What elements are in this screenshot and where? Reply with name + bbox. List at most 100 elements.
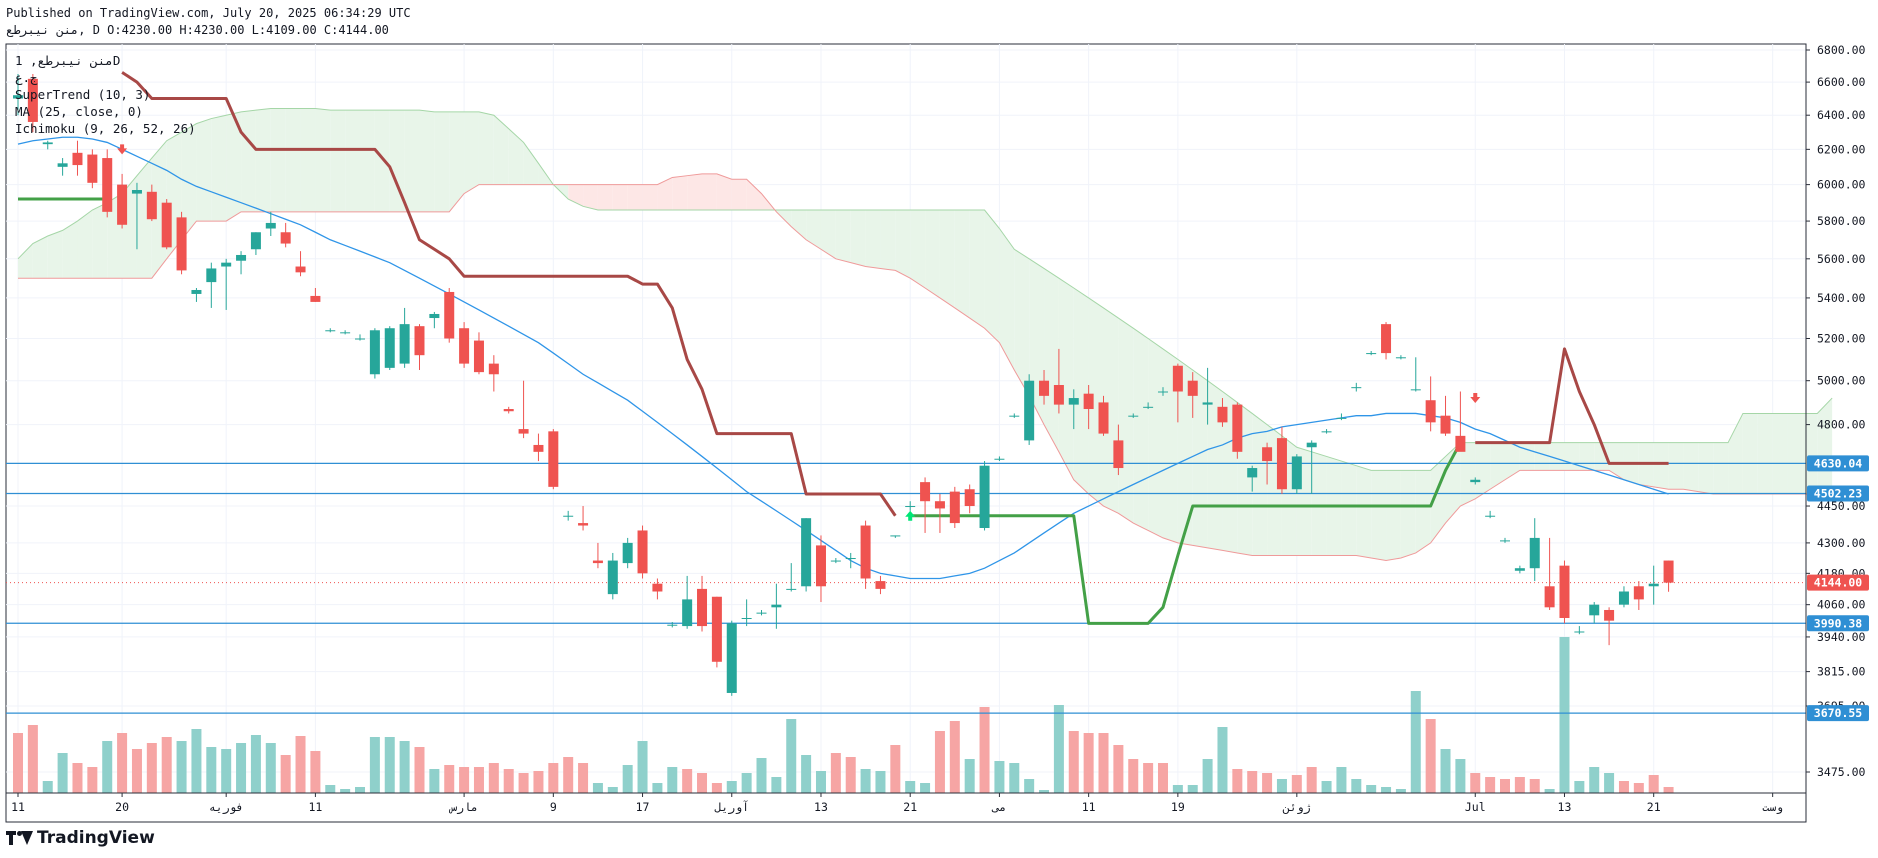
cloud-segment [1162, 348, 1178, 543]
cloud-segment [434, 111, 450, 212]
volume-bar [42, 781, 53, 793]
cloud-segment [419, 110, 435, 212]
time-tick-label: 13 [1558, 800, 1572, 814]
candle-body [578, 523, 589, 526]
legend-symbol[interactable]: منن نيبرطع, 1D [15, 53, 121, 68]
cloud-segment [1088, 297, 1104, 507]
candle-body [771, 604, 782, 608]
candle-body [934, 501, 945, 509]
volume-bar [771, 777, 782, 793]
cloud-segment [211, 115, 227, 222]
candle-body [890, 535, 901, 537]
candle-body [1500, 540, 1510, 542]
volume-bar [934, 731, 945, 793]
supertrend-segment [910, 441, 1462, 625]
cloud-segment [345, 110, 361, 212]
cloud-segment [1133, 328, 1149, 531]
cloud-segment [1534, 442, 1550, 471]
price-tick-label: 3940.00 [1817, 630, 1866, 644]
candle-body [1574, 631, 1585, 633]
candle-body [1113, 440, 1124, 469]
cloud-segment [1014, 249, 1030, 396]
volume-bar [1648, 775, 1659, 793]
price-tick-label: 3815.00 [1817, 665, 1866, 679]
candle-body [1395, 357, 1406, 359]
time-tick-label: 20 [115, 800, 129, 814]
volume-bar [414, 747, 425, 793]
cloud-segment [1787, 413, 1803, 495]
volume-bar [607, 787, 618, 793]
cloud-segment [850, 210, 866, 267]
candle-body [920, 482, 931, 502]
candle-body [905, 506, 916, 508]
cloud-segment [1728, 413, 1743, 495]
candle-body [1514, 568, 1525, 571]
candle-body [399, 324, 410, 364]
volume-bar [786, 719, 797, 793]
cloud-segment [270, 108, 286, 212]
cloud-segment [255, 108, 271, 212]
candle-body [860, 525, 871, 579]
volume-bar [1574, 781, 1585, 793]
candle-body [548, 431, 559, 487]
cloud-segment [865, 210, 881, 269]
candle-body [1172, 365, 1183, 392]
candle-body [994, 458, 1005, 460]
cloud-segment [360, 110, 375, 212]
candle-body [1083, 393, 1094, 410]
candlesticks [13, 73, 1674, 696]
candle-body [191, 289, 202, 294]
volume-bar [682, 769, 693, 793]
volume-bar [964, 759, 975, 793]
candle-body [488, 363, 499, 375]
candle-body [667, 624, 678, 626]
candle-body [221, 262, 232, 267]
candle-body [1425, 400, 1436, 423]
time-tick-label: 13 [814, 800, 828, 814]
candle-body [711, 596, 722, 662]
tradingview-logo[interactable]: TradingView [6, 828, 155, 848]
hline-tag-bg [1807, 615, 1869, 632]
candle-body [815, 545, 826, 587]
hline-tag-label: 3990.38 [1814, 616, 1863, 630]
cloud-segment [226, 111, 242, 222]
candle-body [1336, 417, 1347, 419]
cloud-segment [508, 128, 524, 185]
candle-body [801, 518, 812, 587]
volume-bar [1633, 783, 1644, 793]
candle-body [1351, 387, 1362, 389]
candle-body [1068, 398, 1079, 405]
candle-body [1321, 431, 1332, 433]
volume-bar [1470, 773, 1481, 793]
volume-bar [801, 755, 812, 793]
time-tick-label: آوريل [714, 800, 749, 815]
hline-tag-bg [1807, 705, 1869, 722]
legend-ichimoku[interactable]: Ichimoku (9, 26, 52, 26) [15, 121, 196, 136]
candle-body [786, 588, 797, 590]
cloud-segment [285, 108, 301, 212]
candle-body [27, 78, 38, 122]
price-tags: 4630.04 4502.23 3990.38 3670.55 4144.00 [1807, 455, 1869, 722]
time-tick-label: 11 [1082, 800, 1096, 814]
legend-ma[interactable]: MA (25, close, 0) [15, 104, 143, 119]
volume-bar [1604, 773, 1615, 793]
candle-body [236, 254, 247, 261]
candle-body [72, 152, 83, 166]
volume-bars [13, 637, 1674, 793]
cloud-segment [1058, 278, 1074, 480]
candle-body [726, 623, 737, 693]
candle-body [87, 154, 98, 183]
candle-body [1604, 609, 1615, 621]
volume-bar [295, 736, 306, 793]
cloud-segment [1118, 318, 1134, 524]
cloud-segment [1192, 369, 1208, 548]
time-axis[interactable]: 11 20 فوريه 11 مارس 9 17 آوريل 13 21 مى 11 19 ژوئن Jul… [6, 792, 1806, 815]
hline-tag-label: 4630.04 [1814, 456, 1863, 470]
volume-bar [518, 773, 529, 793]
legend-supertrend[interactable]: SuperTrend (10, 3) [15, 87, 151, 102]
volume-bar [146, 743, 157, 793]
volume-bar [1366, 785, 1377, 793]
cloud-segment [583, 184, 598, 211]
candle-body [295, 266, 306, 273]
